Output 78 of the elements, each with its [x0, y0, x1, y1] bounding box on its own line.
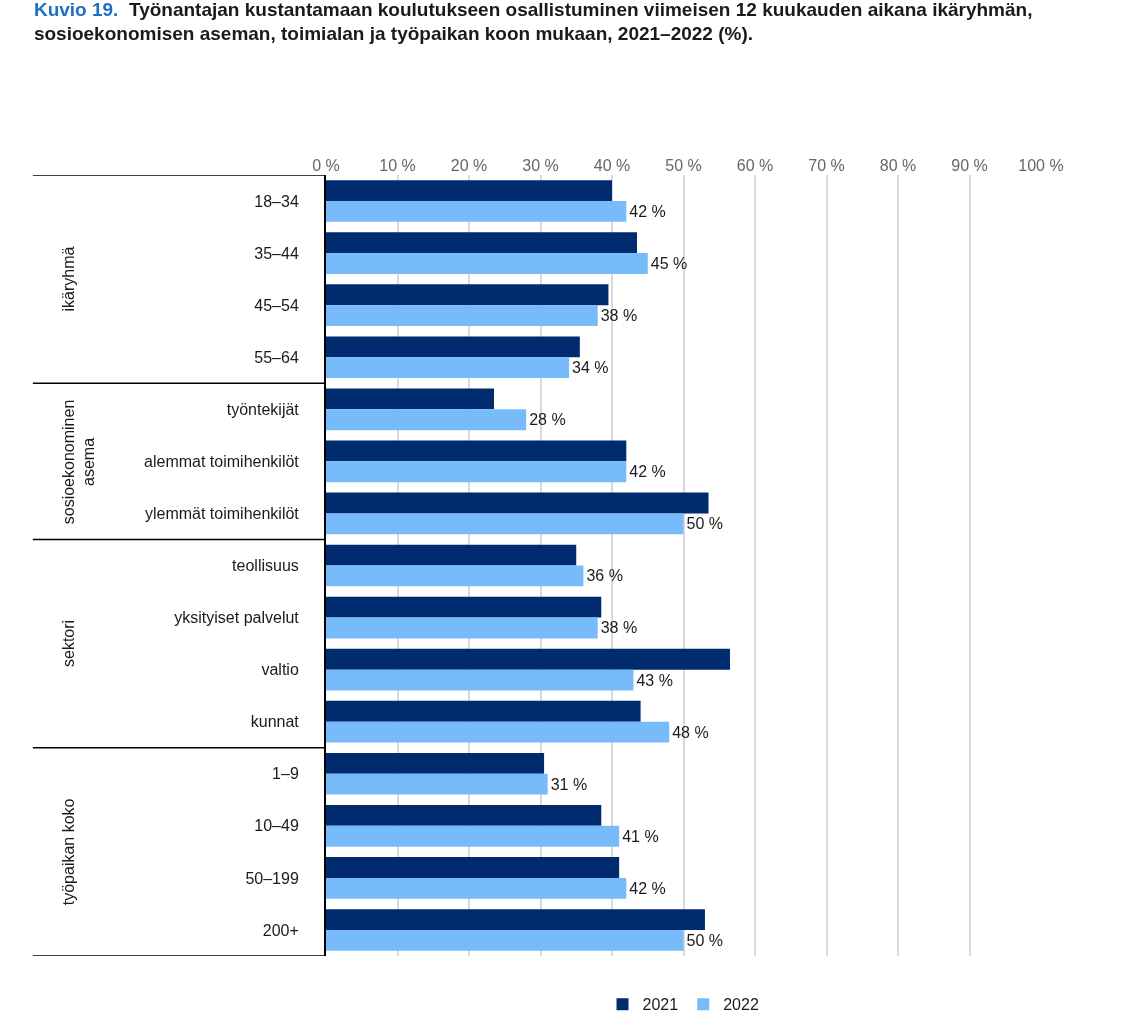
bar — [326, 461, 627, 483]
data-label: 42 % — [629, 879, 666, 897]
bar — [326, 357, 570, 379]
y-tick-label: 45–54 — [254, 296, 299, 314]
bar — [326, 388, 495, 410]
bar — [326, 669, 634, 691]
data-label: 48 % — [672, 723, 709, 741]
x-tick-label: 40 % — [593, 156, 631, 174]
data-label: 38 % — [600, 619, 638, 637]
bar — [326, 180, 612, 202]
bar — [326, 929, 684, 951]
data-label: 28 % — [529, 411, 566, 429]
bar — [326, 648, 730, 670]
legend-label: 2022 — [723, 996, 759, 1014]
bar — [326, 305, 598, 326]
bar — [326, 284, 609, 306]
x-tick-label: 70 % — [808, 156, 845, 174]
y-tick-label: 1–9 — [272, 765, 299, 783]
y-tick-label: teollisuus — [232, 557, 299, 575]
y-tick-label: 18–34 — [254, 192, 299, 210]
bar — [326, 773, 548, 795]
data-label: 50 % — [686, 515, 723, 533]
x-tick-label: 30 % — [522, 156, 559, 174]
bar — [326, 805, 602, 826]
data-label: 43 % — [636, 671, 673, 689]
y-tick-label: 35–44 — [254, 244, 299, 262]
bar — [326, 752, 545, 774]
bar — [326, 565, 584, 587]
bar — [326, 700, 641, 722]
bar — [326, 253, 648, 274]
text: ikäryhmä — [60, 246, 78, 312]
data-label: 36 % — [586, 567, 623, 585]
x-tick-label: 50 % — [665, 156, 702, 174]
bar — [326, 544, 577, 566]
legend-label: 2021 — [642, 996, 679, 1014]
bar — [326, 825, 620, 847]
bar — [326, 201, 627, 222]
x-tick-label: 0 % — [312, 156, 340, 174]
y-tick-label: 55–64 — [254, 348, 299, 366]
bar — [326, 232, 638, 254]
data-label: 45 % — [650, 255, 688, 273]
x-tick-label: 60 % — [736, 156, 774, 174]
y-tick-label: ylemmät toimihenkilöt — [144, 505, 300, 523]
y-tick-label: 50–199 — [245, 869, 299, 887]
bar — [326, 513, 684, 535]
data-label: 41 % — [622, 827, 659, 845]
text: työpaikan koko — [59, 798, 77, 906]
bar — [326, 440, 627, 462]
bar — [326, 596, 602, 618]
bar — [326, 617, 598, 639]
x-tick-label: 10 % — [379, 156, 416, 174]
text: sektori — [59, 619, 77, 667]
bar — [326, 909, 705, 930]
y-tick-label: valtio — [261, 661, 299, 679]
bar — [326, 336, 580, 358]
y-tick-label: alemmat toimihenkilöt — [144, 452, 300, 470]
y-tick-label: kunnat — [250, 713, 300, 731]
chart-title: Kuvio 19. Työnantajan kustantamaan koulutukseen osallistuminen viimeisen 12 kuukauden aikana ikäryhmän, sosioekonomisen aseman, toimialan ja työpaikan koon mukaan, 2021–2022 (%). — [33, 0, 1033, 45]
data-label: 34 % — [572, 359, 609, 377]
x-tick-label: 90 % — [951, 156, 988, 174]
data-label: 42 % — [629, 463, 666, 481]
data-label: 50 % — [686, 931, 723, 949]
bar — [326, 857, 620, 878]
y-tick-label: työntekijät — [226, 400, 300, 418]
bar — [326, 409, 527, 431]
bar — [326, 492, 709, 514]
x-tick-label: 80 % — [879, 156, 917, 174]
x-tick-label: 20 % — [450, 156, 488, 174]
y-tick-label: 10–49 — [254, 817, 299, 835]
data-label: 31 % — [550, 775, 588, 793]
x-tick-label: 100 % — [1018, 156, 1064, 174]
data-label: 38 % — [600, 307, 638, 325]
y-tick-label: 200+ — [262, 921, 299, 939]
text: sosioekonominen asema — [59, 399, 98, 525]
bar — [326, 721, 670, 743]
data-label: 42 % — [629, 202, 666, 220]
bar — [326, 877, 627, 899]
y-tick-label: yksityiset palvelut — [174, 609, 300, 627]
